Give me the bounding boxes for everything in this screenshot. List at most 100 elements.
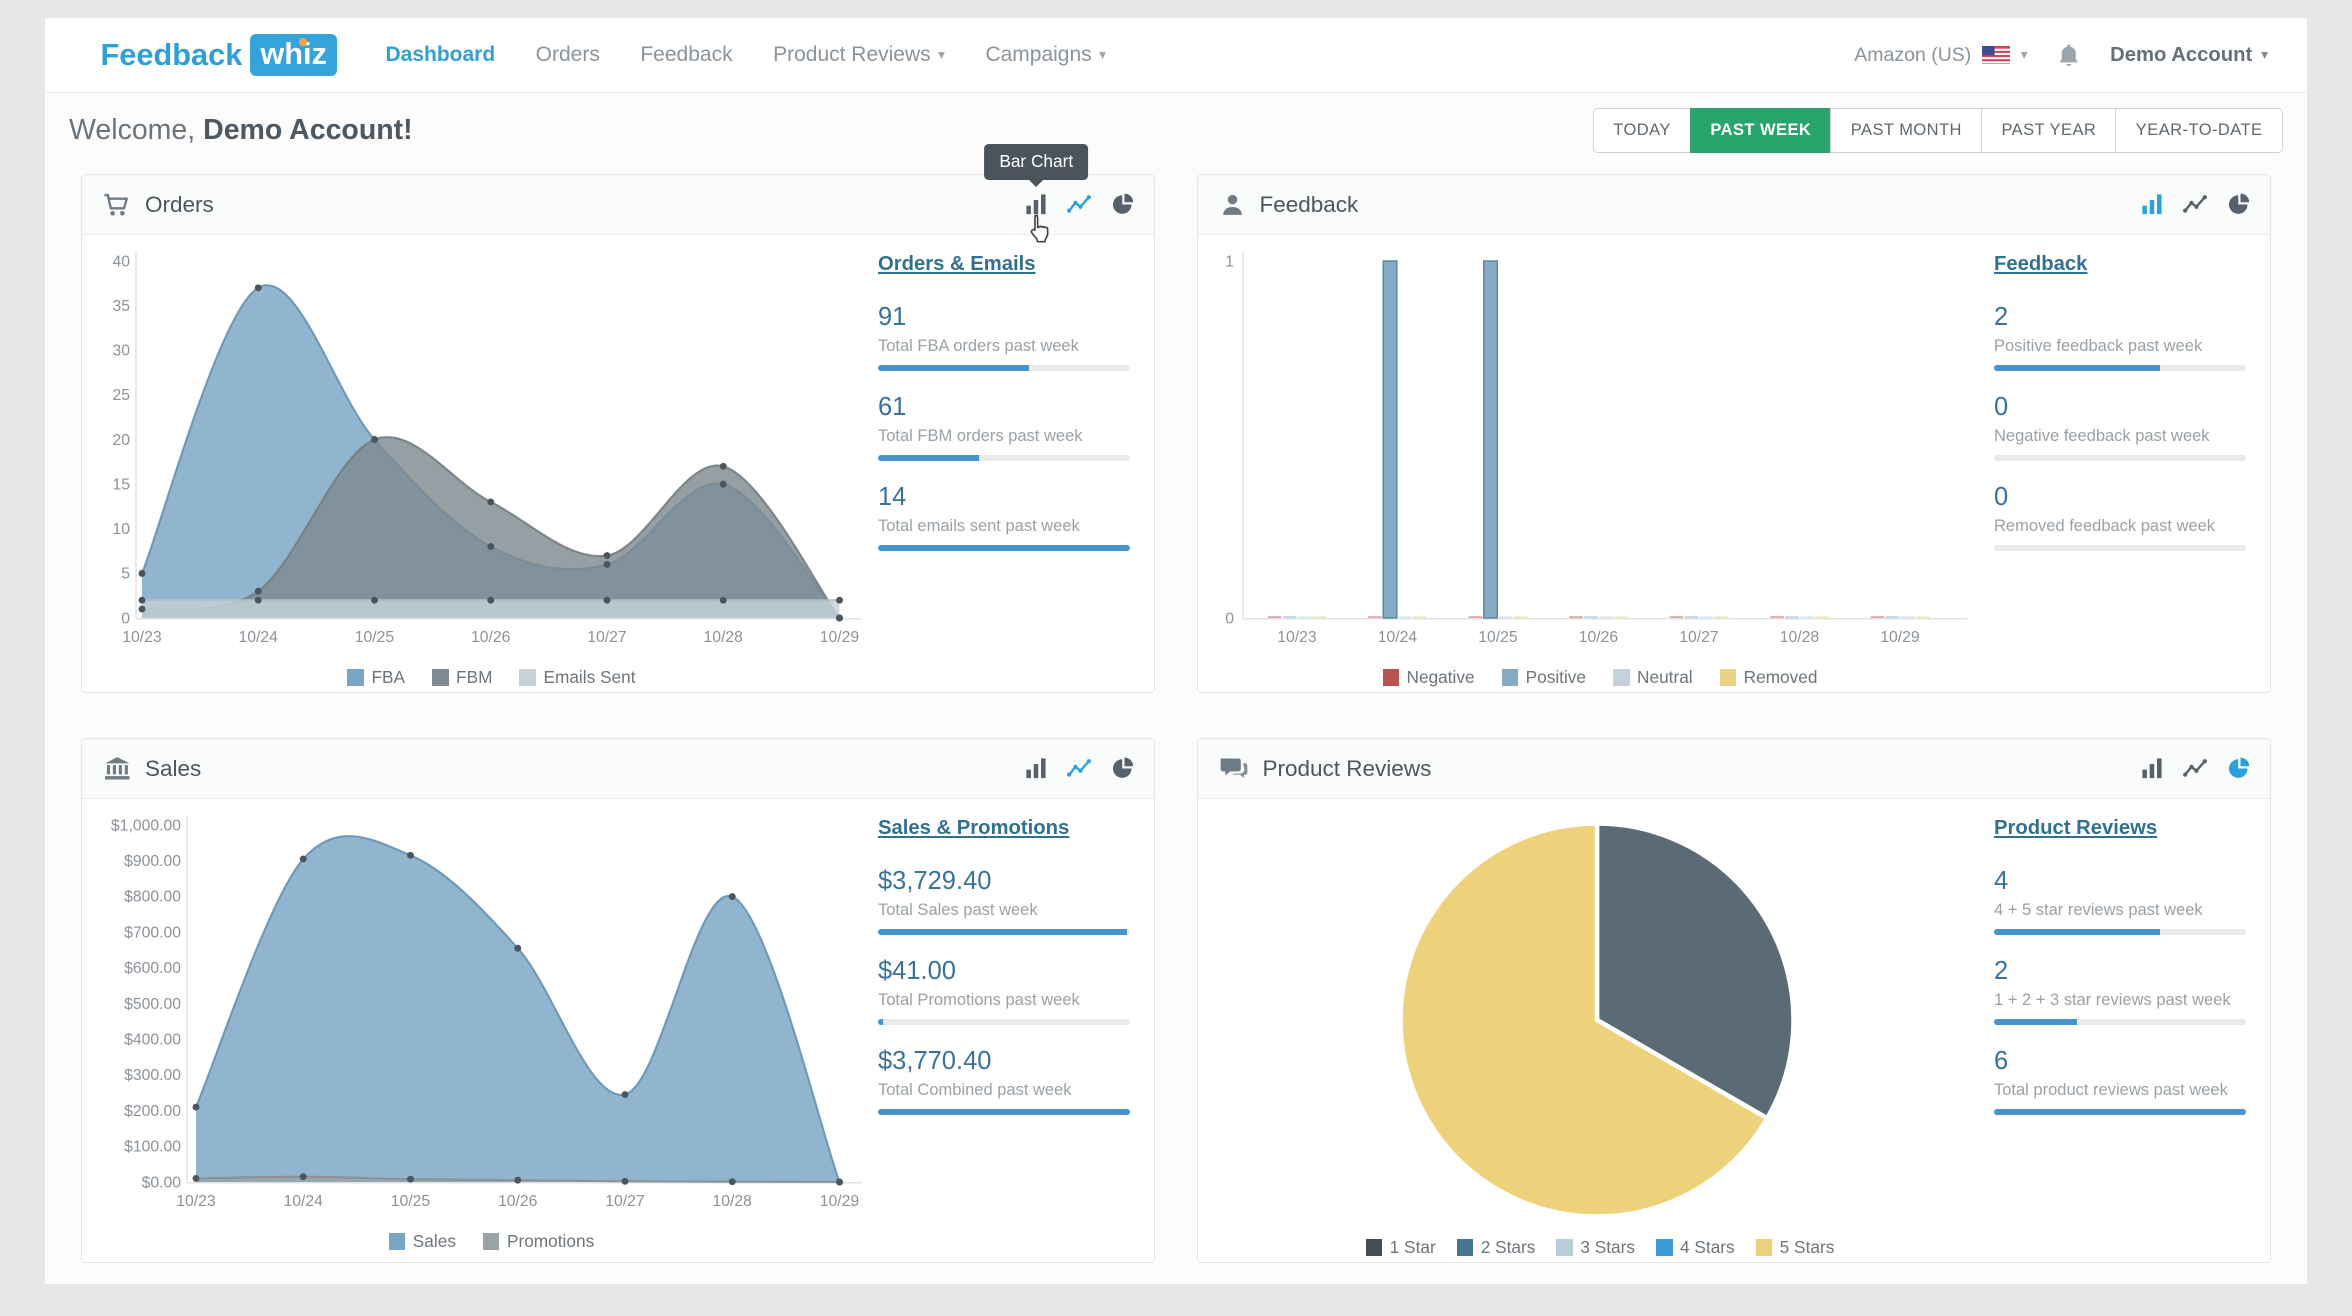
stat-total-combined: $3,770.40 Total Combined past week (878, 1047, 1130, 1115)
nav-item-product-reviews[interactable]: Product Reviews (773, 43, 945, 67)
sales-panel: Sales $0.00 $100.00 $200.00 $300.00 $400.00 $… (81, 738, 1155, 1263)
svg-text:10/25: 10/25 (1478, 629, 1518, 646)
svg-text:$100.00: $100.00 (124, 1138, 181, 1155)
product-reviews-panel: Product Reviews 1 Star 2 (1197, 738, 2271, 1263)
pie-chart-icon[interactable] (2227, 757, 2250, 780)
svg-text:10/23: 10/23 (176, 1193, 216, 1210)
product-reviews-panel-body: 1 Star 2 Stars 3 Stars 4 Stars 5 Stars P… (1198, 799, 2270, 1261)
orders-panel-title: Orders (145, 191, 214, 217)
logo-text-whiz: whiz (249, 33, 338, 77)
sales-stats-heading[interactable]: Sales & Promotions (878, 817, 1070, 839)
product-reviews-stats: Product Reviews 4 4 + 5 star reviews pas… (1994, 817, 2246, 1137)
stat-total-fba-orders: 91 Total FBA orders past week (878, 303, 1130, 371)
progress-track (1994, 364, 2246, 371)
legend-item-removed[interactable]: Removed (1719, 667, 1817, 688)
line-chart-icon[interactable] (1067, 757, 1091, 780)
app-page: Feedback whiz Dashboard Orders Feedback … (45, 18, 2307, 1284)
legend-item-neutral[interactable]: Neutral (1613, 667, 1693, 688)
svg-text:10/25: 10/25 (355, 629, 395, 646)
range-button-today[interactable]: TODAY (1592, 108, 1692, 153)
svg-text:$0.00: $0.00 (142, 1174, 182, 1191)
feedback-stats: Feedback 2 Positive feedback past week 0… (1994, 253, 2246, 573)
progress-track (1994, 928, 2246, 935)
svg-text:$800.00: $800.00 (124, 888, 181, 905)
range-button-past-week[interactable]: PAST WEEK (1689, 108, 1832, 153)
legend-item-positive[interactable]: Positive (1501, 667, 1586, 688)
svg-text:10/29: 10/29 (820, 1193, 860, 1210)
feedback-view-switcher (2141, 193, 2249, 216)
svg-text:30: 30 (112, 342, 130, 359)
bar-chart-icon[interactable] (2141, 193, 2164, 216)
legend-item-4-stars[interactable]: 4 Stars (1656, 1237, 1735, 1258)
stat-4-5-star-reviews: 4 4 + 5 star reviews past week (1994, 867, 2246, 935)
legend-item-negative[interactable]: Negative (1382, 667, 1475, 688)
account-menu[interactable]: Demo Account (2110, 44, 2268, 67)
progress-fill (1994, 364, 2161, 371)
svg-text:10/28: 10/28 (1780, 629, 1820, 646)
bar-chart-icon[interactable] (1025, 757, 1048, 780)
range-button-year-to-date[interactable]: YEAR-TO-DATE (2115, 108, 2283, 153)
legend-swatch (519, 669, 536, 686)
legend-item-5-stars[interactable]: 5 Stars (1755, 1237, 1834, 1258)
legend-item-promotions[interactable]: Promotions (482, 1231, 594, 1252)
line-chart-icon[interactable] (2183, 193, 2207, 216)
feedback-stats-heading[interactable]: Feedback (1994, 253, 2088, 275)
range-button-past-year[interactable]: PAST YEAR (1980, 108, 2117, 153)
svg-text:$900.00: $900.00 (124, 852, 181, 869)
legend-swatch (1556, 1239, 1573, 1256)
legend-item-3-stars[interactable]: 3 Stars (1556, 1237, 1635, 1258)
legend-item-fba[interactable]: FBA (347, 667, 405, 688)
feedback-panel: Feedback 0 1 10/23 10/24 10/25 10/26 10/27 10/2… (1197, 174, 2271, 693)
marketplace-selector[interactable]: Amazon (US) (1854, 44, 2027, 67)
range-button-past-month[interactable]: PAST MONTH (1830, 108, 1983, 153)
nav-item-dashboard[interactable]: Dashboard (385, 43, 496, 66)
progress-fill (1994, 1018, 2078, 1025)
svg-text:10: 10 (112, 521, 130, 538)
svg-text:$400.00: $400.00 (124, 1031, 181, 1048)
nav-item-orders[interactable]: Orders (535, 43, 600, 66)
legend-swatch (347, 669, 364, 686)
svg-text:0: 0 (1225, 610, 1234, 627)
progress-fill (878, 928, 1128, 935)
bar-chart-icon[interactable]: Bar Chart (984, 143, 1089, 243)
svg-text:1: 1 (1225, 253, 1234, 270)
pie-chart-icon[interactable] (1111, 193, 1134, 216)
sales-panel-title: Sales (145, 755, 202, 781)
product-reviews-stats-heading[interactable]: Product Reviews (1994, 817, 2158, 839)
orders-stats-heading[interactable]: Orders & Emails (878, 253, 1036, 275)
feedback-panel-header: Feedback (1198, 175, 2270, 235)
notifications-bell-icon[interactable] (2056, 42, 2082, 69)
legend-item-fbm[interactable]: FBM (432, 667, 492, 688)
legend-item-emails-sent[interactable]: Emails Sent (519, 667, 636, 688)
line-chart-icon[interactable] (1067, 193, 1091, 216)
progress-fill (1994, 1108, 2246, 1115)
line-chart-icon[interactable] (2183, 757, 2207, 780)
svg-text:$200.00: $200.00 (124, 1102, 181, 1119)
nav-item-campaigns[interactable]: Campaigns (985, 43, 1106, 67)
orders-panel: Orders Bar Chart (81, 143, 1155, 693)
legend-item-1-star[interactable]: 1 Star (1365, 1237, 1436, 1258)
progress-fill (878, 1108, 1130, 1115)
legend-swatch (482, 1233, 500, 1250)
product-reviews-panel-header: Product Reviews (1198, 739, 2270, 799)
legend-swatch (1456, 1239, 1474, 1256)
pie-chart-icon[interactable] (1111, 757, 1134, 780)
legend-item-2-stars[interactable]: 2 Stars (1456, 1237, 1535, 1258)
nav-item-feedback[interactable]: Feedback (640, 43, 733, 66)
app-logo[interactable]: Feedback whiz (101, 33, 338, 77)
svg-text:10/27: 10/27 (1679, 629, 1718, 646)
legend-item-sales[interactable]: Sales (388, 1231, 456, 1252)
stat-total-promotions: $41.00 Total Promotions past week (878, 957, 1130, 1025)
svg-text:10/27: 10/27 (605, 1193, 644, 1210)
progress-track (1994, 1018, 2246, 1025)
progress-fill (1994, 928, 2161, 935)
sales-panel-header: Sales (82, 739, 1154, 799)
legend-swatch (1719, 669, 1737, 686)
person-icon (1219, 192, 1246, 218)
legend-swatch (1656, 1239, 1673, 1256)
pie-chart-icon[interactable] (2227, 193, 2250, 216)
product-reviews-view-switcher (2141, 757, 2249, 780)
orders-panel-header: Orders Bar Chart (82, 143, 1154, 243)
progress-track (878, 928, 1130, 935)
bar-chart-icon[interactable] (2141, 757, 2164, 780)
